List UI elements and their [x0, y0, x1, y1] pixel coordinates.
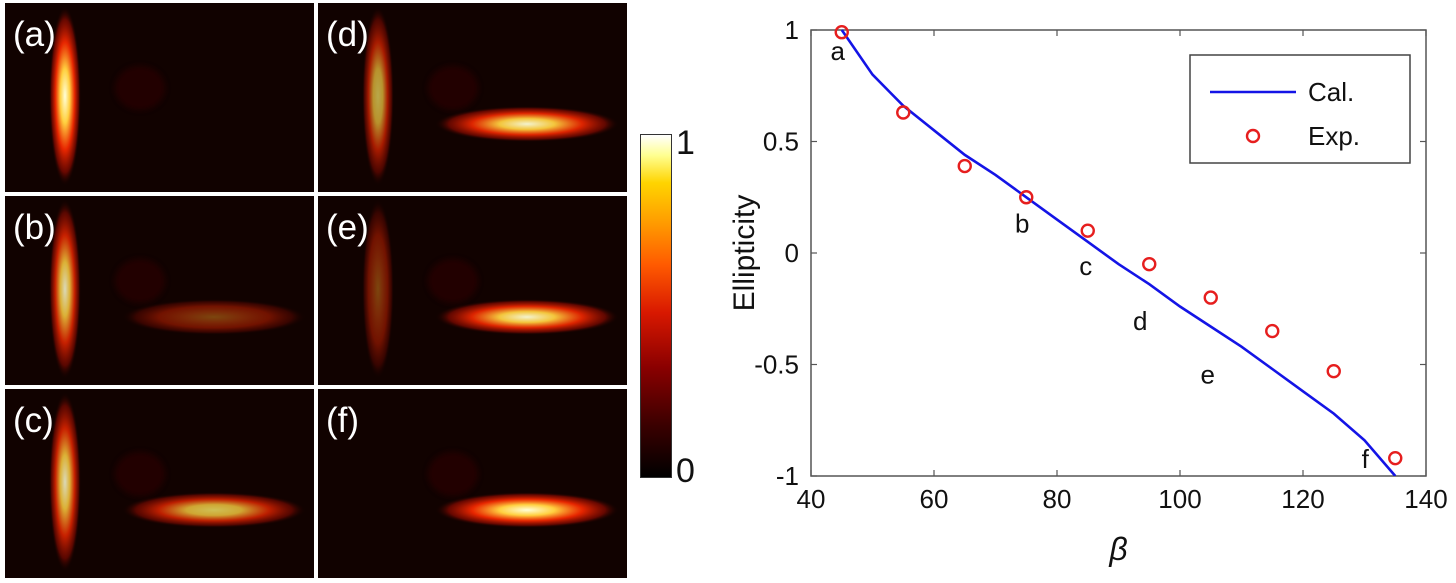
colorbar — [640, 134, 672, 478]
legend-exp-label: Exp. — [1308, 121, 1360, 151]
vertical-beam-spot — [49, 6, 81, 186]
ghost-spot — [115, 452, 165, 496]
y-tick-label: -1 — [776, 461, 799, 491]
exp-data-point — [1080, 223, 1095, 238]
exp-data-point — [896, 105, 911, 120]
exp-data-point — [1265, 323, 1280, 339]
x-tick-label: 60 — [920, 484, 949, 514]
exp-data-point — [834, 25, 849, 40]
exp-data-point — [1142, 256, 1157, 272]
x-axis-label: β — [1108, 531, 1127, 567]
calc-series-line — [840, 29, 1397, 476]
point-annotation-c: c — [1079, 251, 1092, 281]
y-tick-label: 1 — [785, 15, 799, 45]
point-annotation-a: a — [831, 36, 846, 66]
exp-data-point — [1388, 450, 1403, 466]
exp-data-point — [1019, 190, 1034, 205]
colorbar-max-label: 1 — [676, 124, 695, 162]
y-tick-label: -0.5 — [754, 350, 799, 380]
panel-label-a: (a) — [13, 15, 56, 54]
beam-panel-d: (d) — [318, 3, 627, 192]
beam-panel-e: (e) — [318, 196, 627, 385]
panel-label-d: (d) — [326, 15, 369, 54]
horizontal-beam-spot — [435, 492, 619, 528]
x-tick-label: 140 — [1404, 484, 1447, 514]
ghost-spot — [115, 66, 165, 110]
panel-label-f: (f) — [326, 401, 360, 440]
x-tick-label: 40 — [797, 484, 826, 514]
panel-label-e: (e) — [326, 208, 369, 247]
vertical-beam-spot — [49, 199, 81, 379]
exp-data-point — [1203, 290, 1218, 305]
legend-exp-swatch — [1245, 128, 1261, 144]
beam-panel-c: (c) — [5, 389, 314, 578]
panel-label-b: (b) — [13, 208, 56, 247]
beam-panel-b: (b) — [5, 196, 314, 385]
horizontal-beam-spot — [122, 492, 306, 528]
point-annotation-b: b — [1015, 208, 1029, 238]
y-tick-label: 0 — [785, 238, 799, 268]
vertical-beam-spot — [362, 6, 394, 186]
legend: Cal. Exp. — [1189, 54, 1411, 164]
vertical-beam-spot — [362, 199, 394, 379]
ghost-spot — [428, 452, 478, 496]
y-tick-label: 0.5 — [763, 127, 799, 157]
x-tick-label: 100 — [1158, 484, 1201, 514]
ghost-spot — [115, 259, 165, 303]
ghost-spot — [428, 259, 478, 303]
exp-data-point — [1326, 363, 1341, 379]
legend-box — [1189, 54, 1411, 164]
exp-data-point — [957, 158, 972, 174]
beam-panel-f: (f) — [318, 389, 627, 578]
panel-label-c: (c) — [13, 401, 54, 440]
x-tick-label: 80 — [1043, 484, 1072, 514]
beam-panel-a: (a) — [5, 3, 314, 192]
y-axis-label: Ellipticity — [728, 195, 761, 312]
point-annotation-d: d — [1133, 306, 1147, 336]
legend-calc-label: Cal. — [1308, 77, 1354, 107]
vertical-beam-spot — [49, 392, 81, 572]
point-annotation-f: f — [1362, 444, 1370, 474]
x-tick-label: 120 — [1281, 484, 1324, 514]
horizontal-beam-spot — [122, 299, 306, 335]
ghost-spot — [428, 66, 478, 110]
horizontal-beam-spot — [435, 299, 619, 335]
colorbar-min-label: 0 — [676, 452, 695, 490]
point-annotation-e: e — [1201, 360, 1215, 390]
horizontal-beam-spot — [435, 106, 619, 142]
